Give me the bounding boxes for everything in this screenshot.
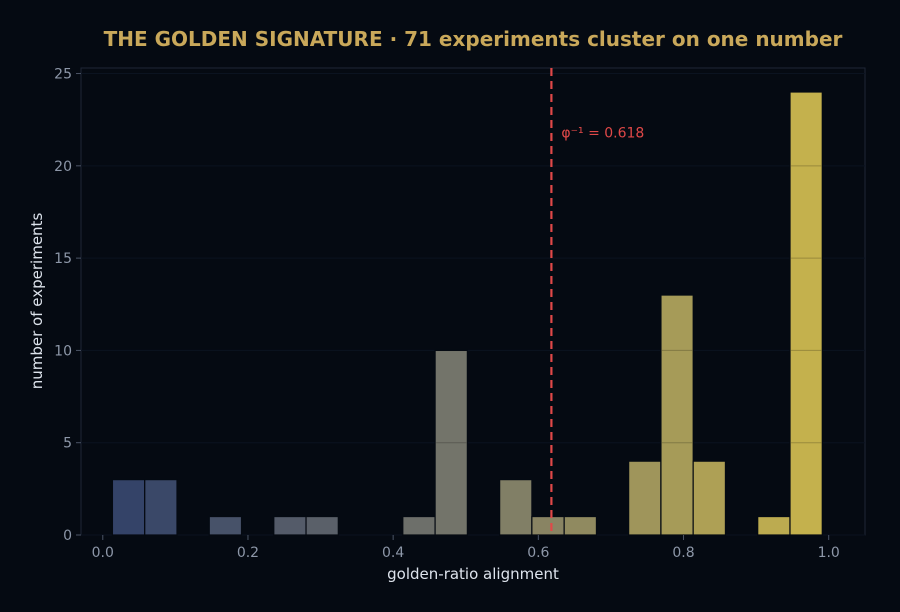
- x-tick-label: 0.6: [527, 545, 549, 561]
- x-axis-label: golden-ratio alignment: [387, 565, 559, 583]
- plot-area: [80, 67, 866, 536]
- histogram-bar: [563, 515, 598, 536]
- y-tick-label: 20: [54, 159, 72, 175]
- y-tick-label: 25: [54, 67, 72, 83]
- histogram-bar: [628, 460, 662, 536]
- histogram-bar: [111, 479, 146, 536]
- histogram-bar: [499, 479, 533, 536]
- y-tick-label: 5: [63, 436, 72, 452]
- y-axis-label: number of experiments: [28, 213, 46, 390]
- histogram-bar: [660, 294, 694, 536]
- y-tick-label: 15: [54, 251, 72, 267]
- histogram-bar: [273, 515, 307, 536]
- histogram-bar: [208, 515, 243, 536]
- x-tick-label: 0.2: [237, 545, 259, 561]
- histogram-bar: [789, 91, 823, 536]
- histogram-bar: [305, 515, 339, 536]
- histogram-bar: [402, 515, 436, 536]
- histogram-bar: [144, 479, 178, 536]
- chart-title: THE GOLDEN SIGNATURE · 71 experiments cl…: [104, 27, 843, 51]
- y-tick-label: 10: [54, 343, 72, 359]
- y-tick-label: 0: [63, 528, 72, 544]
- x-tick-label: 0.4: [382, 545, 404, 561]
- x-tick-label: 1.0: [818, 545, 840, 561]
- x-tick-label: 0.0: [92, 545, 114, 561]
- histogram-bar: [531, 515, 565, 536]
- reference-line-label: φ⁻¹ = 0.618: [561, 126, 644, 142]
- histogram-bar: [434, 349, 468, 536]
- x-tick-label: 0.8: [672, 545, 694, 561]
- histogram-bar: [692, 460, 727, 536]
- histogram-bar: [757, 515, 791, 536]
